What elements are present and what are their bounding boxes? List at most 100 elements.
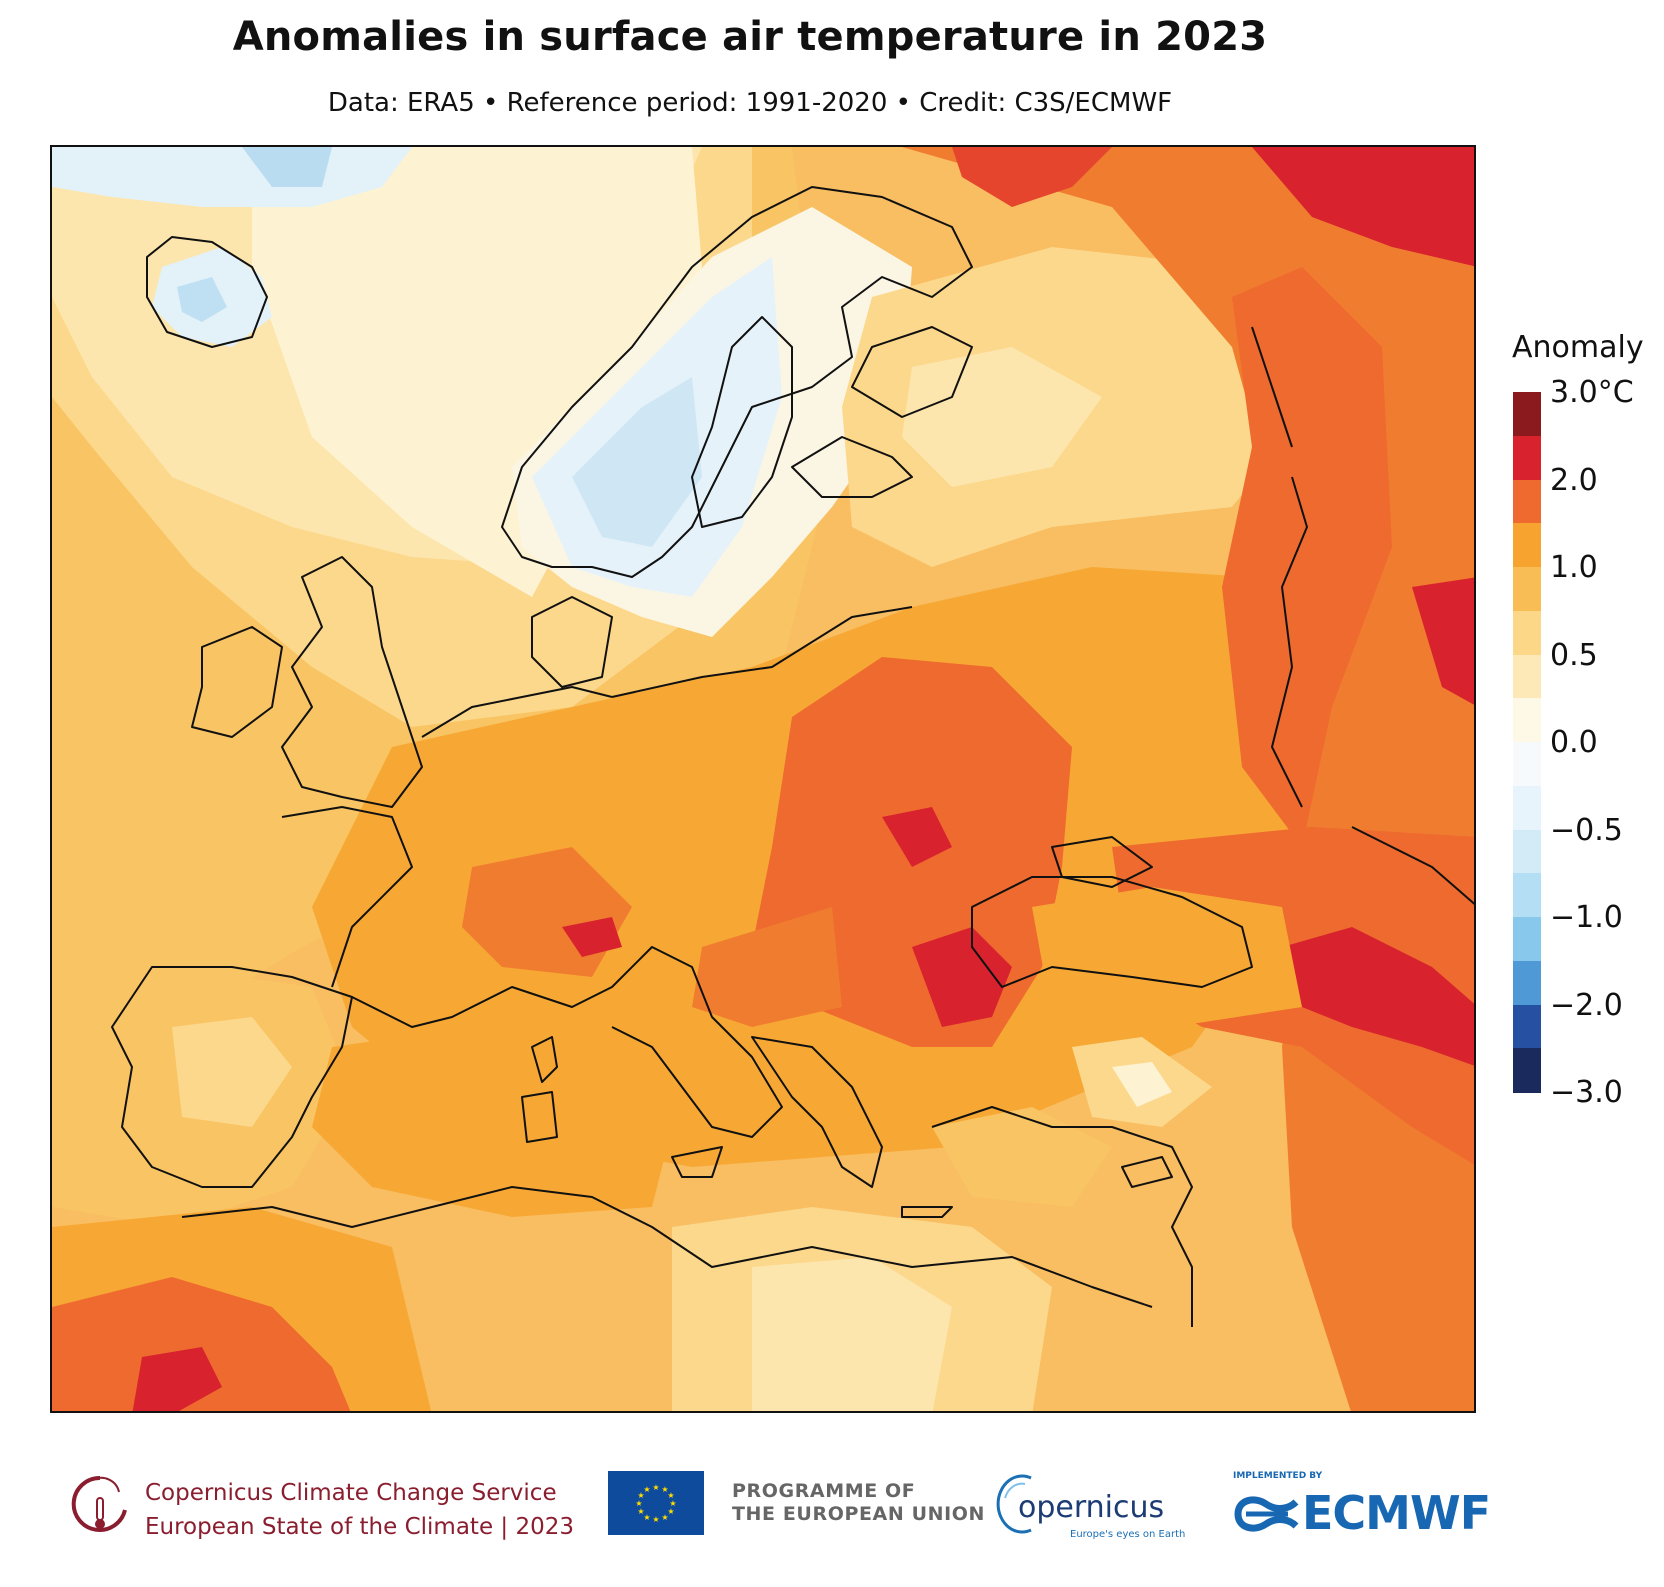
legend-tick-label: 2.0 <box>1550 462 1598 498</box>
legend-tick-label: 1.0 <box>1550 550 1598 585</box>
black-sea-coastline <box>971 876 1253 988</box>
denmark-coastline <box>531 596 613 688</box>
north-sea-coastline <box>421 686 613 738</box>
copernicus-tagline: Europe's eyes on Earth <box>1070 1529 1186 1540</box>
anomaly-region <box>177 277 227 322</box>
anomaly-region <box>692 907 842 1027</box>
copernicus-c-icon <box>996 1474 1032 1534</box>
anomaly-map <box>50 145 1476 1413</box>
anomaly-region <box>932 1107 1112 1207</box>
legend-tick-label: −3.0 <box>1550 1075 1623 1110</box>
crete-coastline <box>901 1206 953 1218</box>
legend-swatch <box>1513 523 1541 568</box>
corsica-coastline <box>531 1036 558 1083</box>
copernicus-wordmark: opernicus <box>1018 1490 1165 1525</box>
svg-text:★: ★ <box>643 1513 650 1522</box>
great-britain-coastline <box>281 556 423 808</box>
anomaly-region <box>1112 1062 1172 1107</box>
sicily-coastline <box>671 1146 723 1178</box>
map-subtitle: Data: ERA5 • Reference period: 1991-2020… <box>327 88 1173 118</box>
anomaly-region <box>312 1027 672 1217</box>
svg-text:★: ★ <box>643 1485 650 1494</box>
anomaly-region <box>1252 147 1474 267</box>
legend-tick-label: −0.5 <box>1550 812 1623 848</box>
legend-swatch <box>1513 742 1541 787</box>
legend-swatch <box>1513 392 1541 437</box>
anomaly-region <box>52 1277 351 1411</box>
c3s-line1: Copernicus Climate Change Service <box>145 1480 557 1506</box>
coastlines <box>111 186 1474 1327</box>
legend-swatch <box>1513 1048 1541 1093</box>
azov-sea-coastline <box>1051 836 1153 888</box>
anomaly-region <box>1222 267 1392 847</box>
legend-swatch <box>1513 829 1541 874</box>
legend-tick-label: −2.0 <box>1550 987 1623 1023</box>
legend-swatch <box>1513 960 1541 1005</box>
eu-line1: PROGRAMME OF <box>732 1480 916 1502</box>
sardinia-coastline <box>521 1091 558 1143</box>
anomaly-map-canvas <box>52 147 1474 1411</box>
gulf-of-finland <box>791 436 913 498</box>
legend-tick-label: 3.0°C <box>1550 375 1634 410</box>
anomaly-region <box>952 147 1112 207</box>
greece-balkans-coastline <box>751 1036 883 1188</box>
svg-text:★: ★ <box>667 1491 674 1500</box>
legend-swatch <box>1513 435 1541 480</box>
svg-text:★: ★ <box>637 1507 644 1516</box>
iceland-coastline <box>146 236 268 348</box>
legend-tick-label: 0.5 <box>1550 637 1598 673</box>
svg-text:★: ★ <box>652 1483 659 1492</box>
ecmwf-wordmark: ECMWF <box>1302 1486 1491 1540</box>
eu-programme-text: PROGRAMME OF THE EUROPEAN UNION <box>732 1480 985 1526</box>
c3s-line2: European State of the Climate | 2023 <box>145 1514 575 1540</box>
legend-swatch <box>1513 610 1541 655</box>
lake-region <box>851 326 973 418</box>
ecmwf-implemented-by: IMPLEMENTED BY <box>1233 1471 1323 1481</box>
italy-coastline <box>351 946 783 1138</box>
c3s-thermometer-icon <box>71 1475 127 1532</box>
legend-swatch <box>1513 873 1541 918</box>
northern-river <box>1251 326 1293 448</box>
anomaly-region <box>1032 887 1302 1027</box>
legend-swatch <box>1513 567 1541 612</box>
legend-swatch <box>1513 785 1541 830</box>
legend-swatch <box>1513 917 1541 962</box>
scandinavia-coastline <box>501 186 973 578</box>
anomaly-region <box>132 1347 222 1411</box>
legend-swatch <box>1513 698 1541 743</box>
legend-swatch <box>1513 1004 1541 1049</box>
ireland-coastline <box>191 626 283 738</box>
volga-river <box>1271 476 1308 808</box>
north-africa-coastline <box>181 1186 1153 1308</box>
anomaly-region <box>172 1017 292 1127</box>
eu-flag-icon: ★ ★ ★ ★ ★ ★ ★ ★ ★ ★ ★ ★ <box>608 1471 704 1535</box>
ecmwf-waves-icon <box>1234 1496 1299 1532</box>
anomaly-region <box>1412 577 1474 705</box>
anomaly-region <box>1282 927 1474 1066</box>
svg-text:★: ★ <box>661 1485 668 1494</box>
svg-text:★: ★ <box>637 1491 644 1500</box>
map-title: Anomalies in surface air temperature in … <box>232 14 1268 60</box>
anomaly-region <box>572 377 702 547</box>
eu-line2: THE EUROPEAN UNION <box>732 1503 986 1525</box>
anomaly-region <box>242 147 332 187</box>
gulf-of-bothnia <box>691 316 793 528</box>
cyprus-coastline <box>1121 1156 1173 1188</box>
caspian-coastline <box>1351 826 1474 905</box>
svg-text:★: ★ <box>661 1513 668 1522</box>
anomaly-region <box>902 347 1102 487</box>
svg-text:★: ★ <box>635 1499 642 1508</box>
turkey-coastline <box>931 1106 1193 1327</box>
legend-swatch <box>1513 479 1541 524</box>
footer-logos: Copernicus Climate Change Service Europe… <box>0 1450 1664 1570</box>
iberia-coastline <box>111 966 353 1188</box>
svg-text:★: ★ <box>667 1507 674 1516</box>
anomaly-region <box>912 927 1012 1027</box>
france-west-coastline <box>281 806 413 988</box>
svg-text:★: ★ <box>669 1499 676 1508</box>
anomaly-region <box>752 1257 952 1411</box>
legend-swatch <box>1513 654 1541 699</box>
legend-title: Anomaly <box>1512 330 1644 365</box>
legend-tick-label: 0.0 <box>1550 725 1598 760</box>
anomaly-region <box>562 917 622 957</box>
